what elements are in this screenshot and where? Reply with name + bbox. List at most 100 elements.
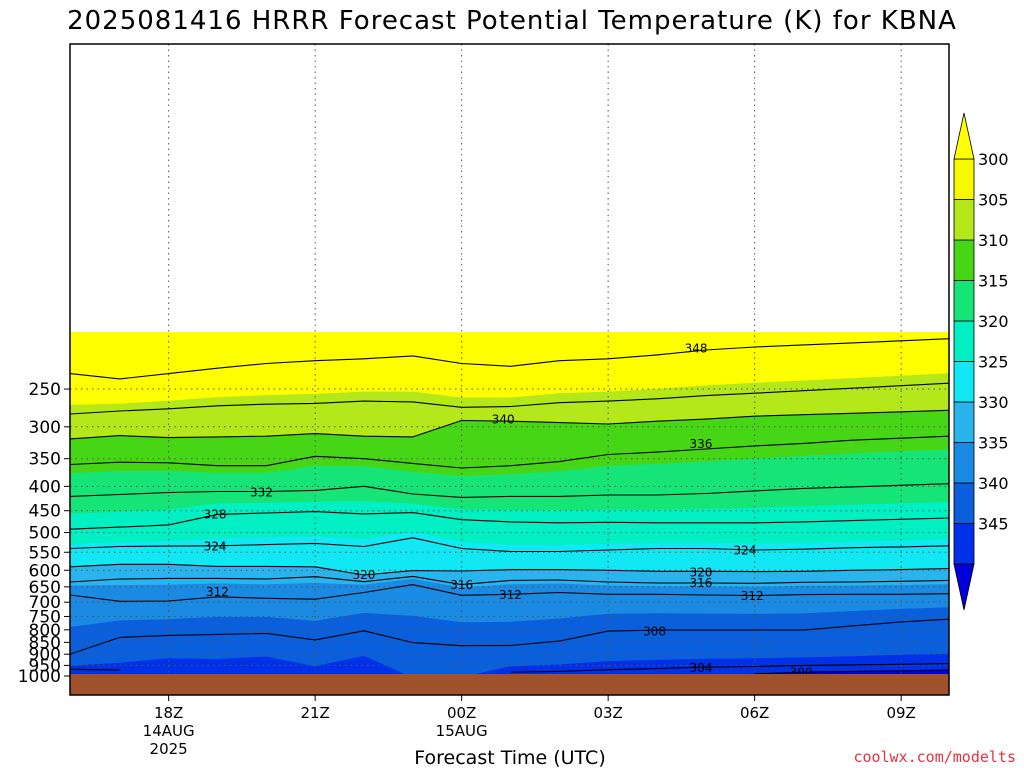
contour-label-text: 320 [689,565,712,579]
colorbar-label-340: 340 [978,474,1009,493]
colorbar-swatch-345 [953,158,975,200]
y-axis: 2503003504004505005506006507007508008509… [18,380,70,687]
contour-label-text: 324 [204,539,227,553]
credit-text: coolwx.com/modelts [853,748,1016,766]
colorbar-label-330: 330 [978,393,1009,412]
colorbar-under-arrow [953,563,975,611]
contour-label-7: 320 [353,568,376,582]
ytick-label-650: 650 [29,578,61,598]
colorbar-label-345: 345 [978,515,1009,534]
colorbar: 345 340 335 330 325 320 315 310 305 300 [953,112,1009,611]
contour-label-text: 332 [250,485,273,499]
contour-300 [754,669,949,675]
xtick-label-18Z: 18Z [154,704,183,722]
colorbar-label-315: 315 [978,272,1009,291]
contour-label-text: 324 [733,543,756,557]
plot-frame [69,43,950,696]
contour-label-text: 316 [450,578,473,592]
contour-label-text: 312 [206,585,229,599]
contour-label-10: 316 [689,576,712,590]
colorbar-swatch-320 [953,361,975,403]
contour-label-text: 308 [643,624,666,638]
xtick-label-09Z: 09Z [886,704,915,722]
xtick-label-06Z: 06Z [740,704,769,722]
contour-label-9: 316 [450,578,473,592]
colorbar-swatch-305 [953,482,975,524]
contour-label-4: 328 [204,507,227,521]
fill-band-10 [70,332,949,405]
ytick-label-600: 600 [29,561,61,581]
colorbar-over-arrow [953,112,975,160]
contour-label-text: 304 [689,661,712,675]
contour-label-11: 312 [206,585,229,599]
contour-324 [70,537,949,553]
ground-surface [70,674,949,695]
contour-label-8: 320 [689,565,712,579]
colorbar-swatch-335 [953,239,975,281]
contour-label-5: 324 [204,539,227,553]
xtick-label-21Z: 21Z [300,704,329,722]
contour-layer [70,338,949,675]
xtick-sublabel: 2025 [150,740,188,758]
contour-label-text: 336 [689,437,712,451]
ytick-label-350: 350 [29,450,61,470]
colorbar-label-300: 300 [978,150,1009,169]
contour-304 [70,663,949,673]
contour-344 [70,382,949,415]
ytick-label-800: 800 [29,621,61,641]
contour-340 [70,409,949,440]
colorbar-swatch-315 [953,401,975,443]
colorbar-label-310: 310 [978,231,1009,250]
ytick-label-250: 250 [29,380,61,400]
colorbar-label-335: 335 [978,434,1009,453]
contour-label-15: 304 [689,661,712,675]
color-fill-layer [70,332,949,695]
chart-title: 2025081416 HRRR Forecast Potential Tempe… [67,6,957,36]
contour-label-6: 324 [733,543,756,557]
ytick-label-300: 300 [29,418,61,438]
ytick-label-950: 950 [29,656,61,676]
contour-312 [70,584,949,602]
contour-label-text: 312 [499,588,522,602]
colorbar-label-305: 305 [978,191,1009,210]
ytick-label-400: 400 [29,477,61,497]
ytick-label-1000: 1000 [18,667,61,687]
contour-label-1: 340 [492,413,515,427]
contour-label-0: 348 [685,341,708,355]
ytick-label-700: 700 [29,593,61,613]
contour-label-2: 336 [689,437,712,451]
contour-label-text: 316 [689,576,712,590]
contour-348 [70,338,949,380]
ytick-label-850: 850 [29,633,61,653]
xtick-label-03Z: 03Z [593,704,622,722]
ytick-label-750: 750 [29,607,61,627]
contour-label-text: 320 [353,568,376,582]
ytick-label-550: 550 [29,543,61,563]
xtick-label-00Z: 00Z [447,704,476,722]
xtick-sublabel: 15AUG [436,722,488,740]
contour-label-text: 328 [204,507,227,521]
xtick-sublabel: 14AUG [143,722,195,740]
contour-label-text: 340 [492,413,515,427]
contour-320 [70,563,949,576]
contour-label-13: 312 [741,589,764,603]
contour-328 [70,511,949,530]
colorbar-swatch-330 [953,280,975,322]
colorbar-label-320: 320 [978,312,1009,331]
contour-336 [70,435,949,469]
contour-label-text: 348 [685,341,708,355]
ytick-label-900: 900 [29,645,61,665]
contour-316 [70,575,949,586]
contour-label-text: 312 [741,589,764,603]
colorbar-swatch-325 [953,320,975,362]
colorbar-label-325: 325 [978,353,1009,372]
colorbar-swatch-300 [953,523,975,565]
contour-label-12: 312 [499,588,522,602]
contour-308 [70,618,949,655]
x-axis-label: Forecast Time (UTC) [414,747,605,768]
ytick-label-450: 450 [29,502,61,522]
ytick-label-500: 500 [29,524,61,544]
